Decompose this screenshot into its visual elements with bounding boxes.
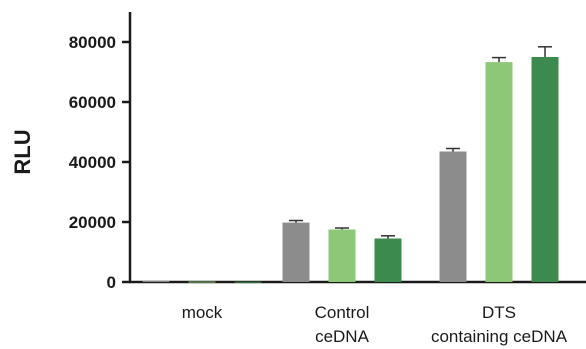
y-tick-label: 60000: [69, 93, 116, 112]
bar: [188, 281, 216, 283]
y-axis-title: RLU: [10, 129, 35, 174]
bar: [282, 222, 310, 282]
y-ticks: 0 20000 40000 60000 80000: [69, 33, 130, 292]
bars: [142, 46, 559, 283]
category-label: containing ceDNA: [431, 327, 568, 346]
axes: [128, 12, 586, 284]
category-label: DTS: [482, 303, 516, 322]
bar: [234, 281, 262, 283]
category-label: ceDNA: [315, 327, 370, 346]
y-tick-label: 80000: [69, 33, 116, 52]
y-tick-label: 40000: [69, 153, 116, 172]
category-labels: mock Control ceDNA DTS containing ceDNA: [182, 303, 568, 346]
bar: [374, 238, 402, 282]
bar: [439, 151, 467, 282]
bar: [142, 281, 170, 283]
bar: [328, 229, 356, 282]
bar: [485, 62, 513, 282]
category-label: Control: [315, 303, 370, 322]
category-label: mock: [182, 303, 223, 322]
bar: [531, 57, 559, 282]
y-tick-label: 0: [107, 273, 116, 292]
y-tick-label: 20000: [69, 213, 116, 232]
